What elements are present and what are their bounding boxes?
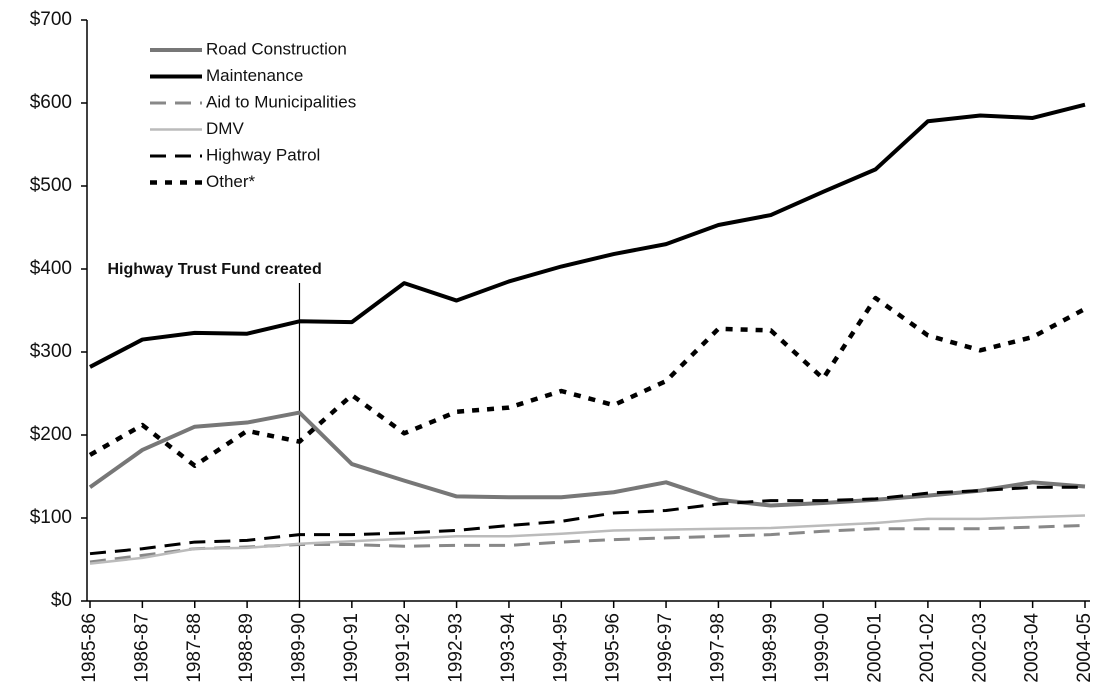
y-tick-label: $700: [30, 9, 72, 30]
x-tick-label: 1987-88: [184, 613, 205, 683]
y-tick-label: $600: [30, 92, 72, 113]
x-tick-label: 1995-96: [603, 613, 624, 683]
legend-label: Road Construction: [206, 39, 347, 58]
x-tick-label: 2001-02: [917, 613, 938, 683]
y-tick-label: $0: [51, 590, 72, 611]
x-tick-label: 1985-86: [79, 613, 100, 683]
legend-label: Aid to Municipalities: [206, 92, 356, 111]
x-tick-label: 2004-05: [1074, 613, 1095, 683]
y-tick-label: $400: [30, 258, 72, 279]
series-line: [89, 485, 1085, 556]
series-line: [88, 410, 1086, 508]
x-tick-label: 2002-03: [969, 613, 990, 683]
series-line: [89, 523, 1086, 564]
x-tick-label: 1996-97: [655, 613, 676, 683]
series-line: [88, 295, 1087, 468]
x-tick-label: 2000-01: [865, 613, 886, 683]
legend-label: DMV: [206, 119, 244, 138]
x-tick-label: 1989-90: [288, 613, 309, 683]
x-tick-label: 1997-98: [707, 613, 728, 683]
x-tick-label: 1990-91: [341, 613, 362, 683]
legend-label: Highway Patrol: [206, 145, 320, 164]
x-tick-label: 1988-89: [236, 613, 257, 683]
legend-label: Other*: [206, 172, 256, 191]
series-line: [89, 514, 1086, 565]
x-tick-label: 1999-00: [812, 613, 833, 683]
x-tick-label: 1994-95: [550, 613, 571, 683]
x-tick-label: 1991-92: [393, 613, 414, 683]
y-tick-label: $200: [30, 424, 72, 445]
y-tick-label: $500: [30, 175, 72, 196]
x-tick-label: 1998-99: [760, 613, 781, 683]
x-tick-label: 1986-87: [131, 613, 152, 683]
legend-label: Maintenance: [206, 66, 303, 85]
series-line: [89, 102, 1086, 369]
x-tick-label: 1993-94: [498, 613, 519, 683]
x-tick-label: 2003-04: [1022, 613, 1043, 683]
y-tick-label: $300: [30, 341, 72, 362]
x-tick-label: 1992-93: [446, 613, 467, 683]
y-tick-label: $100: [30, 507, 72, 528]
annotation: Highway Trust Fund created: [107, 261, 321, 278]
